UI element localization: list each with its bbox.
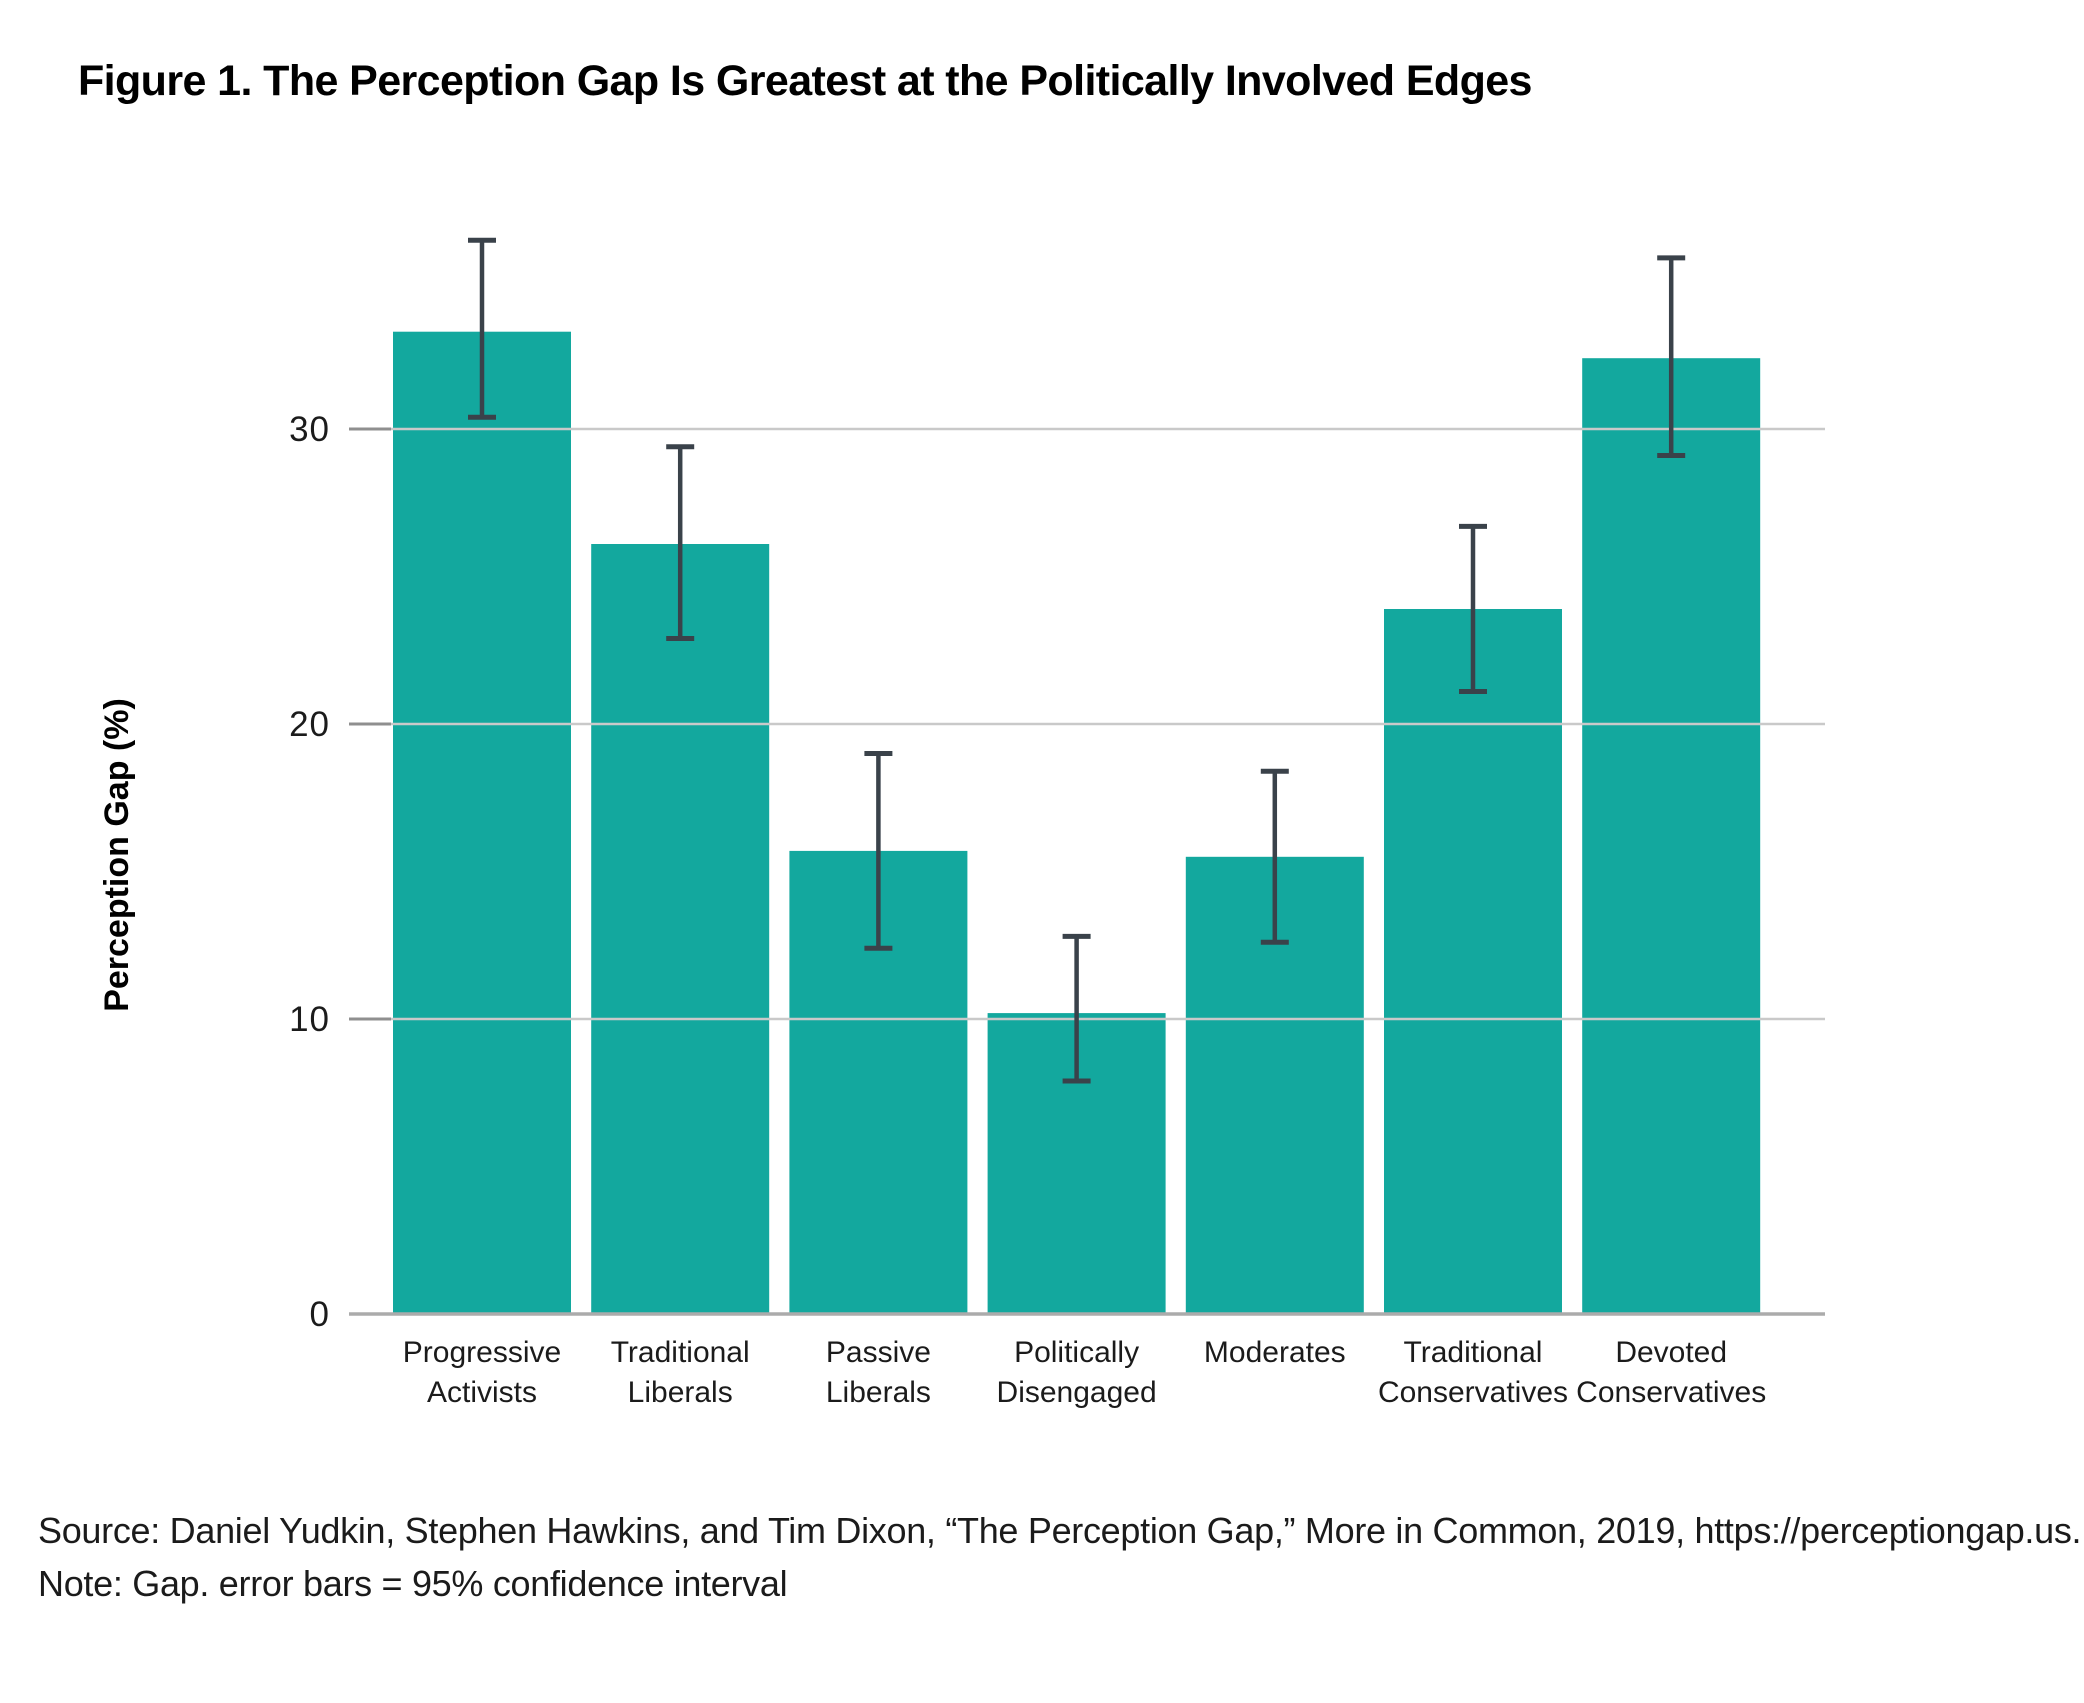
- y-tick-label-0: 0: [310, 1295, 330, 1334]
- bar-devoted-conservatives: [1582, 358, 1761, 1314]
- y-tick-label-20: 20: [289, 705, 330, 744]
- bar-traditional-liberals: [591, 544, 770, 1314]
- x-tick-label-progressive-activists: Progressive Activists: [403, 1336, 561, 1409]
- bars-group: [393, 331, 1761, 1315]
- x-tick-label-traditional-liberals: Traditional Liberals: [611, 1336, 750, 1409]
- error-bar-passive-liberals: [864, 751, 893, 951]
- x-tick-label-passive-liberals: Passive Liberals: [826, 1336, 931, 1409]
- gridlines-group: 0 10 20 30: [289, 410, 1825, 1334]
- error-bar-politically-disengaged: [1062, 933, 1091, 1084]
- y-tick-label-10: 10: [289, 1000, 330, 1039]
- x-tick-label-politically-disengaged: Politically Disengaged: [997, 1336, 1157, 1409]
- x-tick-label-devoted-conservatives: Devoted Conservatives: [1576, 1336, 1766, 1409]
- bar-progressive-activists: [393, 331, 571, 1314]
- figure-title: Figure 1. The Perception Gap Is Greatest…: [78, 57, 1532, 105]
- error-bar-progressive-activists: [468, 237, 496, 420]
- y-axis-title: Perception Gap (%): [98, 698, 136, 1012]
- x-tick-label-traditional-conservatives: Traditional Conservatives: [1378, 1336, 1568, 1409]
- error-bar-traditional-liberals: [666, 444, 695, 641]
- bar-traditional-conservatives: [1384, 609, 1562, 1314]
- x-tick-label-moderates: Moderates: [1204, 1336, 1346, 1369]
- source-text: Source: Daniel Yudkin, Stephen Hawkins, …: [38, 1510, 2082, 1551]
- error-bar-traditional-conservatives: [1459, 523, 1487, 694]
- figure-footer: Source: Daniel Yudkin, Stephen Hawkins, …: [38, 1504, 2082, 1610]
- error-bar-devoted-conservatives: [1657, 255, 1686, 458]
- note-text: Note: Gap. error bars = 95% confidence i…: [38, 1563, 788, 1604]
- x-axis-labels-group: Progressive Activists Traditional Liberals P…: [403, 1336, 1766, 1409]
- error-bars-group: [468, 237, 1686, 1084]
- y-tick-label-30: 30: [289, 410, 330, 449]
- error-bar-moderates: [1260, 768, 1289, 945]
